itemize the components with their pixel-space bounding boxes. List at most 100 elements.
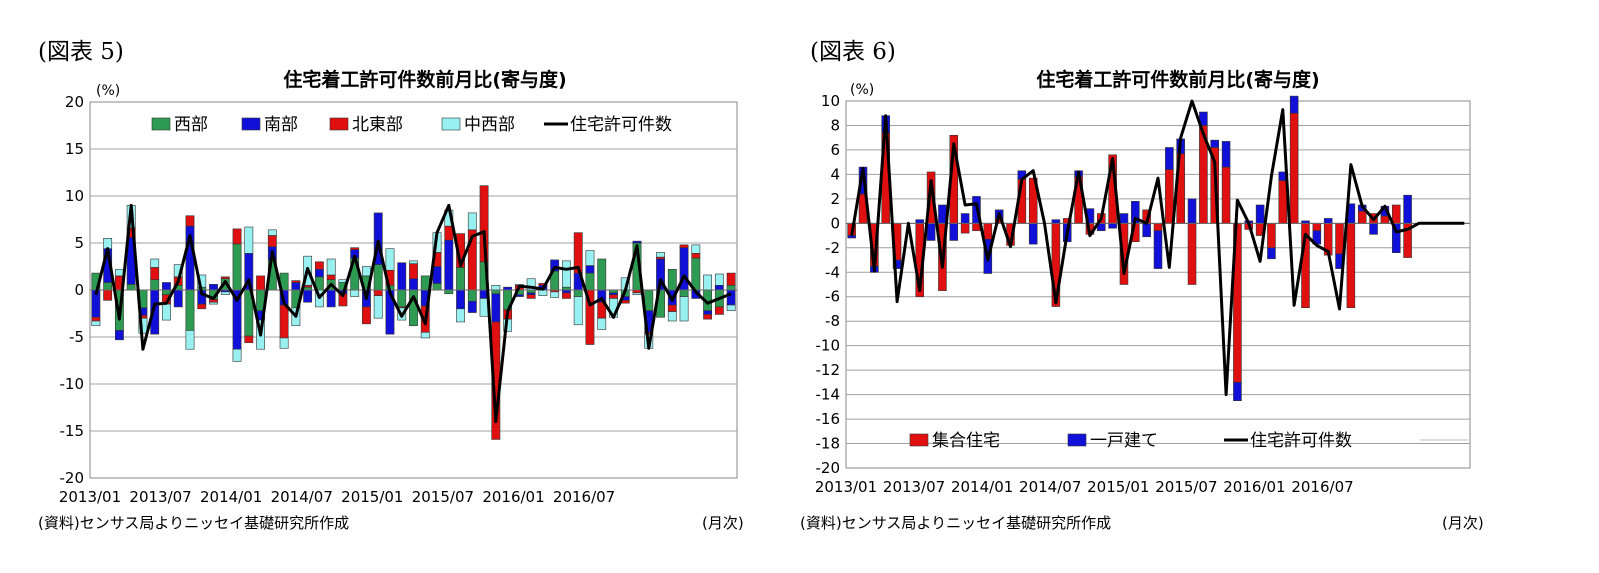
bar (221, 292, 229, 295)
bar (1336, 223, 1344, 254)
x-tick-label: 2015/07 (1155, 478, 1217, 496)
bar (409, 279, 417, 290)
chart-title: 住宅着工許可件数前月比(寄与度) (283, 68, 566, 91)
bar (668, 305, 676, 312)
bar (1188, 199, 1196, 223)
bar (304, 290, 312, 302)
y-tick-label: 6 (830, 141, 840, 159)
bar (209, 284, 217, 290)
y-unit-label: (%) (850, 82, 874, 98)
legend-label: 住宅許可件数 (1250, 431, 1352, 451)
bar (104, 282, 112, 290)
y-tick-label: -18 (816, 435, 841, 453)
bar (433, 267, 441, 284)
bar (468, 290, 476, 301)
bar (492, 294, 500, 322)
bar (315, 262, 323, 270)
bar (633, 293, 641, 295)
y-tick-label: 10 (821, 92, 840, 110)
x-tick-label: 2016/07 (1291, 478, 1353, 496)
bar (268, 230, 276, 236)
y-tick-label: 20 (65, 93, 84, 111)
bar (151, 259, 159, 267)
bar (256, 276, 264, 290)
y-tick-label: -6 (825, 288, 840, 306)
bar (1290, 113, 1298, 223)
legend-item: 西部 (152, 115, 208, 135)
bar (162, 304, 170, 320)
bar (351, 248, 359, 250)
bar (492, 290, 500, 294)
bar (1211, 140, 1219, 147)
bar (586, 266, 594, 274)
x-tick-label: 2014/07 (271, 488, 333, 506)
bar (1267, 248, 1275, 259)
bar (115, 269, 123, 276)
bar (445, 240, 453, 290)
bar (362, 267, 370, 276)
x-tick-label: 2016/07 (553, 488, 615, 506)
bar (327, 259, 335, 275)
bar (668, 269, 676, 290)
bar (715, 285, 723, 290)
bar (1267, 223, 1275, 247)
bar (1143, 223, 1151, 236)
legend-label: 北東部 (352, 115, 403, 135)
bar (362, 307, 370, 324)
bar (692, 253, 700, 258)
bar (1154, 223, 1162, 230)
bar (562, 261, 570, 287)
y-tick-label: 10 (65, 187, 84, 205)
legend-swatch (330, 118, 348, 130)
bar (703, 314, 711, 319)
x-tick-label: 2014/01 (200, 488, 262, 506)
bar (398, 290, 406, 307)
legend-swatch (242, 118, 260, 130)
bar (927, 223, 935, 240)
bar (1347, 223, 1355, 307)
y-tick-label: 4 (830, 165, 840, 183)
bar (692, 258, 700, 290)
bar (586, 251, 594, 266)
x-tick-label: 2013/07 (129, 488, 191, 506)
legend-label: 南部 (264, 115, 298, 135)
y-tick-label: -16 (816, 410, 841, 428)
y-tick-label: -5 (69, 328, 84, 346)
bar (186, 290, 194, 330)
bar (574, 297, 582, 325)
legend-item: 北東部 (330, 115, 403, 135)
figure-5: (図表 5) 20 15 10 5 0 -5 -10 -15 -20 2013/01 2013/07… (0, 0, 800, 573)
legend-item: 一戸建て (1068, 431, 1158, 451)
x-tick-label: 2013/01 (59, 488, 121, 506)
bar (104, 290, 112, 300)
legend-swatch (1068, 434, 1086, 446)
legend-label: 集合住宅 (932, 431, 1000, 451)
bar (1165, 170, 1173, 224)
bar (327, 275, 335, 280)
source-note: (資料)センサス局よりニッセイ基礎研究所作成 (38, 512, 349, 533)
bar (315, 269, 323, 277)
bar (950, 223, 958, 240)
bar (127, 284, 135, 290)
x-tick-label: 2016/01 (1223, 478, 1285, 496)
bar (233, 244, 241, 290)
bar (162, 290, 170, 295)
bar (703, 275, 711, 290)
bar (292, 281, 300, 283)
bar (961, 223, 969, 233)
bar (727, 305, 735, 311)
bar (633, 241, 641, 243)
y-tick-label: 8 (830, 116, 840, 134)
bar (221, 277, 229, 279)
legend-swatch (152, 118, 170, 130)
bar (1392, 205, 1400, 223)
bar (456, 267, 464, 290)
bar (1370, 223, 1378, 234)
y-unit-label: (%) (96, 83, 120, 99)
bar (680, 290, 688, 297)
bar (1256, 205, 1264, 223)
legend-label: 住宅許可件数 (570, 115, 672, 135)
legend-swatch (442, 118, 460, 130)
bar (233, 229, 241, 244)
